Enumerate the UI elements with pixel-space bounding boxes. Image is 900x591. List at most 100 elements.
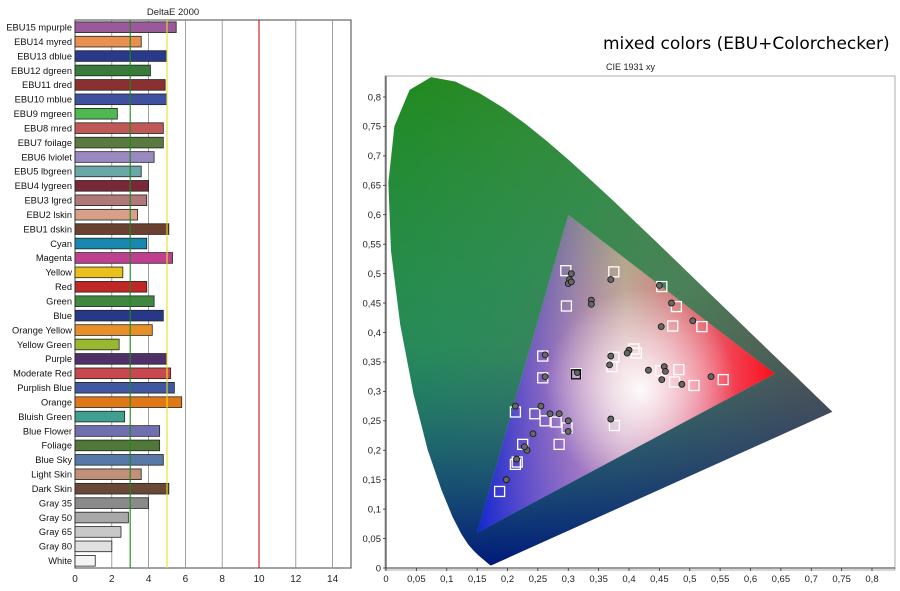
cie-y-tick-label: 0,3: [368, 387, 381, 398]
cie-x-tick-label: 0,8: [865, 574, 878, 585]
cie-x-tick-label: 0,55: [711, 574, 730, 585]
deltae-bar: [74, 382, 175, 394]
cie-y-tick-label: 0,5: [368, 269, 381, 280]
deltae-category-label: Magenta: [36, 253, 73, 263]
cie-y-tick-label: 0,15: [363, 475, 382, 486]
deltae-category-labels: EBU15 mpurple EBU14 myred EBU13 dblue EBU12…: [6, 23, 72, 567]
deltae-plot-frame: [74, 19, 352, 569]
measured-point: [657, 323, 665, 331]
target-point: [673, 363, 685, 376]
measured-point: [707, 373, 715, 381]
deltae-category-label: EBU11 dred: [22, 80, 72, 90]
cie-x-tick-label: 0,25: [529, 574, 548, 585]
deltae-x-tick-label: 6: [183, 574, 189, 585]
target-point: [630, 347, 642, 359]
deltae-category-label: Light Skin: [31, 470, 72, 480]
cie-x-tick-label: 0,2: [501, 574, 514, 585]
cie-x-tick-label: 0,75: [832, 574, 851, 585]
deltae-category-label: EBU6 lviolet: [21, 152, 72, 162]
target-point: [667, 320, 679, 332]
deltae-bar: [74, 237, 148, 250]
measured-point: [513, 455, 521, 463]
cie-x-tick-label: 0,5: [683, 574, 696, 585]
deltae-category-label: Cyan: [50, 239, 72, 249]
target-point: [608, 266, 620, 278]
measured-point: [521, 443, 528, 451]
deltae-bar: [74, 540, 113, 553]
deltae-category-label: Moderate Red: [13, 369, 72, 379]
deltae-category-label: Purplish Blue: [17, 383, 72, 393]
cie-y-tick-label: 0,7: [368, 151, 381, 162]
deltae-category-label: Orange Yellow: [12, 325, 72, 335]
cie-x-tick-label: 0,4: [622, 574, 635, 585]
deltae-category-label: Yellow Green: [17, 340, 72, 350]
deltae-bar: [74, 208, 138, 221]
deltae-bar: [74, 194, 148, 206]
cie-x-tick-label: 0: [383, 574, 388, 585]
deltae-category-label: Gray 35: [39, 498, 72, 508]
deltae-bar: [74, 35, 142, 48]
deltae-bar: [74, 165, 142, 178]
cie-axes: [385, 76, 895, 569]
deltae-bar: [74, 151, 155, 163]
cie-data-points: [493, 265, 729, 498]
measured-point: [607, 352, 615, 360]
target-point: [539, 415, 551, 427]
target-point: [670, 300, 683, 313]
measured-point: [546, 410, 554, 418]
measured-point: [567, 270, 575, 278]
cie-x-tick-label: 0,3: [562, 574, 575, 585]
deltae-category-label: Orange: [41, 397, 72, 407]
target-point: [696, 320, 708, 333]
deltae-category-label: Bluish Green: [18, 412, 72, 422]
deltae-bar: [74, 338, 120, 351]
deltae-bar: [74, 122, 164, 134]
cie-y-tick-label: 0,45: [363, 298, 382, 309]
deltae-category-label: EBU12 dgreen: [11, 66, 72, 76]
deltae-bar: [74, 396, 183, 408]
deltae-x-tick-label: 12: [290, 574, 302, 585]
deltae-category-label: Purple: [45, 354, 72, 364]
gamut-triangle-white: [477, 214, 775, 533]
deltae-chart-title: DeltaE 2000: [147, 7, 199, 18]
deltae-category-label: EBU9 mgreen: [14, 109, 72, 119]
measured-point: [607, 415, 615, 423]
cie-y-tick-label: 0,65: [363, 181, 382, 192]
deltae-bar: [74, 266, 124, 279]
deltae-category-label: EBU7 foilage: [18, 138, 72, 148]
deltae-category-label: Gray 50: [39, 513, 72, 523]
deltae-bar: [74, 309, 164, 322]
measured-point: [689, 317, 697, 325]
cie-y-tick-label: 0,6: [368, 210, 381, 221]
measured-point: [529, 430, 537, 438]
cie-x-tick-label: 0,7: [805, 574, 818, 585]
measured-point: [658, 376, 666, 384]
deltae-bar: [74, 526, 122, 538]
cie-x-tick-label: 0,1: [440, 574, 453, 585]
cie-x-tick-label: 0,65: [772, 574, 791, 585]
deltae-category-label: Blue: [53, 311, 72, 321]
cie-x-tick-label: 0,05: [407, 574, 426, 585]
deltae-category-label: Blue Flower: [23, 426, 72, 436]
cie-tick-labels: 0 0,05 0,1 0,15 0,2 0,25 0,3 0,35 0,4 0,45 0,5 0,55…: [363, 92, 879, 585]
measured-point: [511, 402, 519, 410]
deltae-category-label: White: [48, 556, 72, 566]
deltae-bar: [74, 108, 118, 120]
measured-point: [623, 349, 631, 357]
cie-y-tick-label: 0,25: [363, 416, 382, 427]
deltae-category-label: EBU10 mblue: [15, 95, 72, 105]
deltae-category-label: EBU15 mpurple: [6, 23, 72, 33]
cie-y-tick-label: 0,4: [368, 328, 381, 339]
deltae-bar: [74, 295, 155, 307]
deltae-bars: [74, 21, 183, 567]
measured-point: [555, 410, 563, 418]
deltae-bar: [74, 281, 148, 293]
cie-y-tick-label: 0,05: [363, 534, 382, 545]
deltae-x-tick-label: 10: [253, 574, 265, 585]
deltae-bar: [74, 223, 170, 235]
deltae-category-label: EBU13 dblue: [17, 51, 72, 61]
white-point-marker: [570, 369, 582, 380]
deltae-category-label: EBU5 lbgreen: [14, 167, 72, 177]
target-point: [493, 485, 506, 498]
